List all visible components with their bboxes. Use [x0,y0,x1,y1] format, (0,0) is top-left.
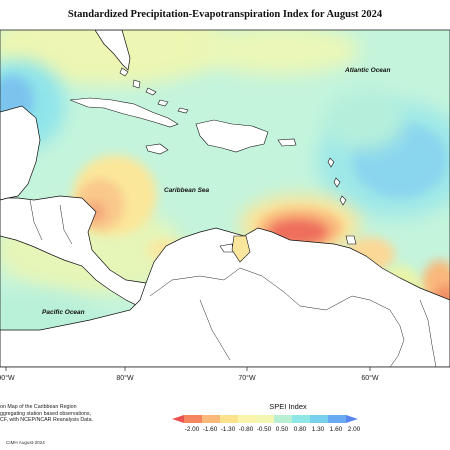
map-frame [0,30,450,367]
hispaniola-island [195,119,269,153]
colorbar-segment [256,415,274,423]
credit-line: on Map of the Caribbean Region [0,404,77,410]
longitude-tick-60w: 60°W [361,374,379,382]
map-border [0,29,450,368]
longitude-tick-80w: 80°W [116,374,134,382]
map-credit: on Map of the Caribbean Region ggregatin… [0,404,93,424]
legend-tick-label: -1.60 [202,426,218,433]
atlantic-ocean-label: Atlantic Ocean [344,67,391,74]
cuba-island [69,97,179,128]
turks-island [177,107,189,114]
colorbar-segment [238,415,256,423]
legend-tick-label: 1.30 [311,426,325,433]
caribbean-sea-label: Caribbean Sea [164,187,210,194]
spei-shading [0,30,450,367]
legend-tick-label: 0.50 [275,426,289,433]
colorbar-segment [220,415,238,423]
longitude-tick-90w: 90°W [0,374,15,382]
lesser-antilles-island-1 [327,157,335,168]
colorbar-segment [184,415,202,423]
south-america-land [0,227,450,367]
legend-tick-label: -1.30 [220,426,236,433]
legend-tick-label: -0.80 [238,426,254,433]
legend-tick-label: -0.50 [256,426,272,433]
country-borders [29,199,437,367]
land-masses [0,30,450,367]
bahamas-island-1 [132,79,141,89]
map-title: Standardized Precipitation-Evapotranspir… [67,9,383,20]
lesser-antilles-island-2 [333,177,341,188]
spei-colorbar [172,415,358,423]
colorbar-segment [292,415,310,423]
lake-maracaibo [231,235,251,263]
puerto-rico-island [277,138,297,147]
footer-credit: CIMH August-2024 [6,440,45,445]
lesser-antilles-island-3 [339,195,347,206]
pacific-ocean-label: Pacific Ocean [42,309,85,316]
credit-line: CF, with NCEP/NCAR Reanalysis Data. [0,417,94,424]
florida-land [94,30,131,71]
islands [69,67,357,253]
legend-tick-label: 0.80 [293,426,307,433]
legend-tick-label: 1.60 [329,426,343,433]
bahamas-island-3 [157,99,169,107]
longitude-tick-70w: 70°W [238,374,256,382]
legend-tick-label: 2.00 [347,426,361,433]
legend-title: SPEI Index [269,402,307,411]
trinidad-island [345,235,357,245]
colorbar-segment [346,415,358,423]
credit-line: ggregating station based observations, [0,410,91,417]
bahamas-island-2 [145,87,157,96]
colorbar-segment [328,415,346,423]
jamaica-island [145,143,169,155]
colorbar-segment [172,415,184,423]
bahamas-island-4 [119,67,129,77]
legend-tick-label: -2.00 [184,426,200,433]
colorbar-segment [202,415,220,423]
colorbar-segment [274,415,292,423]
longitude-axis: 90°W 80°W 70°W 60°W [0,367,379,382]
colorbar-segment [310,415,328,423]
